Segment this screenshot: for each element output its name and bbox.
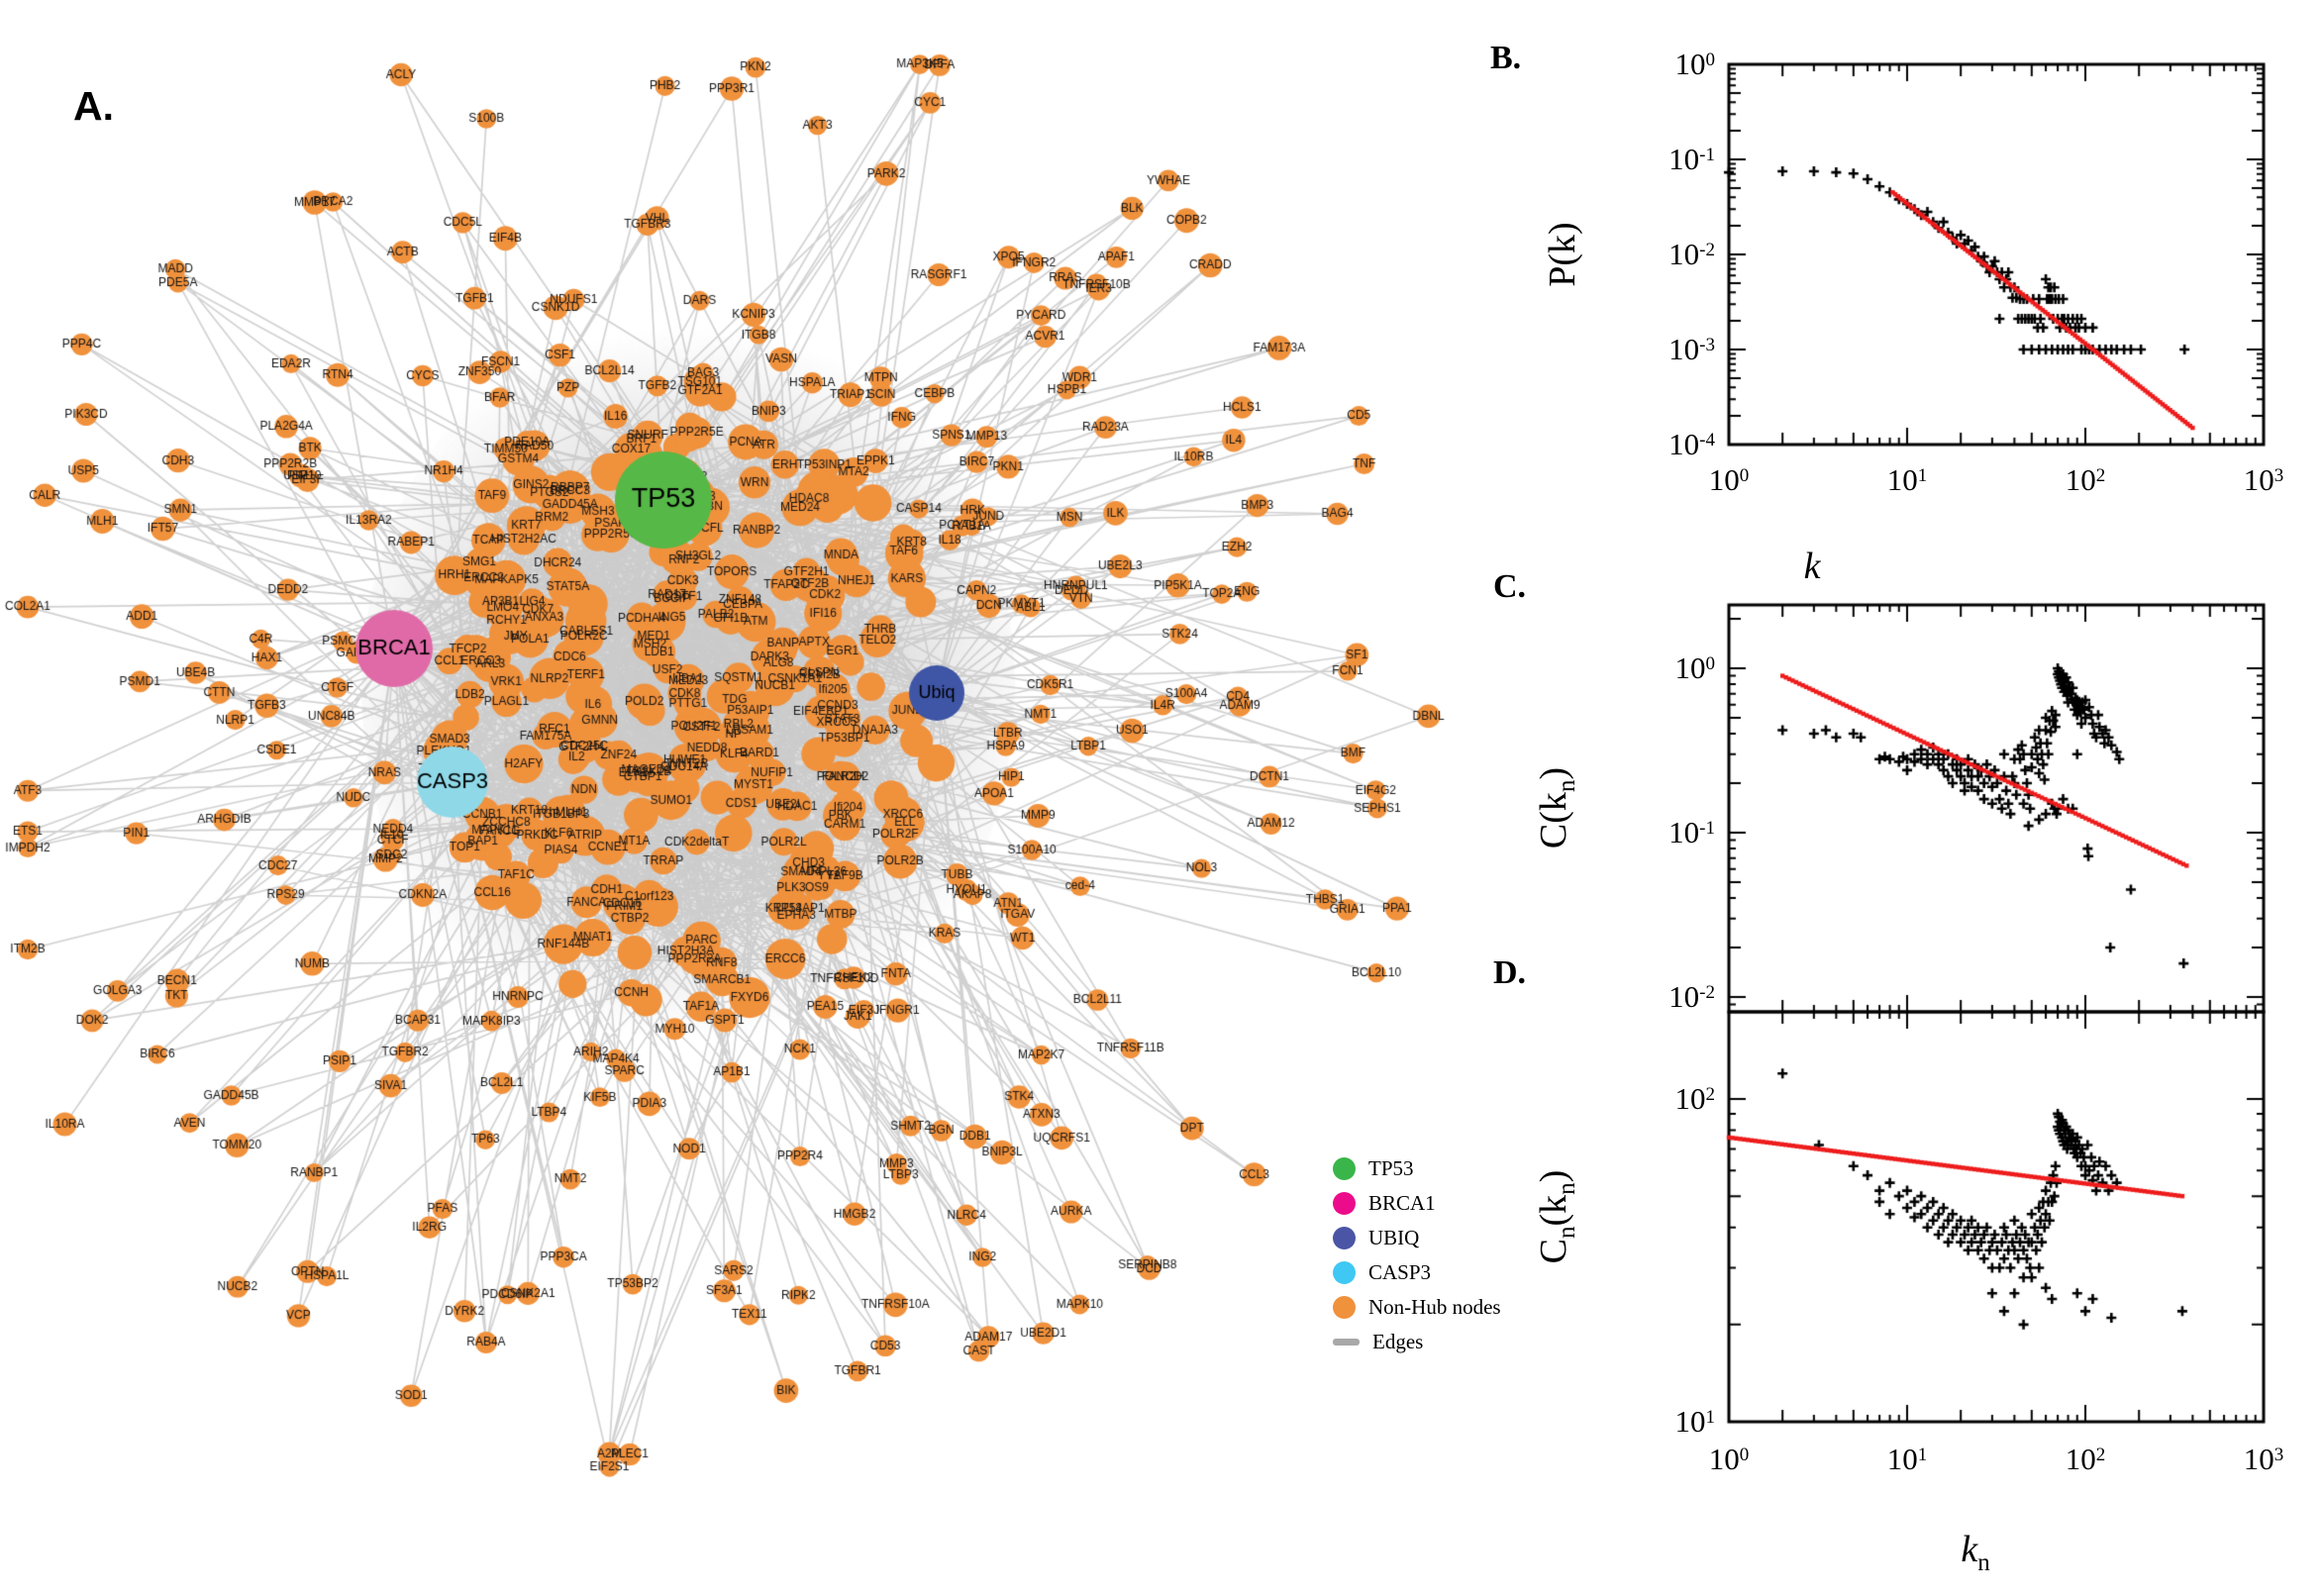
d-y-tick-label: 102: [1674, 1081, 1716, 1116]
edge-swatch-icon: [1333, 1339, 1360, 1346]
c-y-axis-label: C(kn): [1533, 766, 1580, 849]
node-swatch-icon: [1333, 1296, 1356, 1319]
node-swatch-icon: [1333, 1227, 1356, 1249]
c-y-tick-label: 100: [1674, 650, 1716, 685]
legend-item: UBIQ: [1333, 1226, 1501, 1250]
panel-label-b: B.: [1490, 40, 1522, 76]
b-x-tick-label: 100: [1708, 462, 1750, 497]
legend-item: BRCA1: [1333, 1191, 1501, 1216]
c-y-tick-label: 10-2: [1668, 979, 1715, 1014]
d-y-axis-label: Cn(kn): [1533, 1169, 1580, 1264]
b-x-axis-label: k: [1803, 546, 1821, 587]
d-x-tick-label: 103: [2243, 1442, 2284, 1476]
legend: TP53 BRCA1 UBIQ CASP3 Non-Hub nodes Edges: [1333, 1156, 1501, 1354]
node-swatch-icon: [1333, 1261, 1356, 1284]
panel-label-d: D.: [1493, 954, 1527, 991]
legend-label: UBIQ: [1368, 1226, 1420, 1249]
d-y-tick-label: 101: [1674, 1404, 1716, 1439]
legend-label: CASP3: [1368, 1260, 1432, 1284]
legend-item: Non-Hub nodes: [1333, 1295, 1501, 1320]
legend-label: Edges: [1372, 1330, 1424, 1353]
legend-item: TP53: [1333, 1156, 1501, 1181]
b-y-tick-label: 10-4: [1668, 427, 1715, 461]
b-y-tick-label: 10-3: [1668, 332, 1715, 366]
node-swatch-icon: [1333, 1192, 1356, 1215]
d-x-tick-label: 101: [1886, 1442, 1928, 1476]
b-x-tick-label: 103: [2243, 462, 2284, 497]
b-y-tick-label: 10-2: [1668, 237, 1715, 271]
b-x-tick-label: 102: [2065, 462, 2106, 497]
d-x-axis-label: kn: [1961, 1529, 1990, 1576]
panel-label-a: A.: [73, 83, 114, 129]
c-y-tick-label: 10-1: [1668, 815, 1715, 849]
panel-label-c: C.: [1493, 568, 1527, 605]
legend-label: BRCA1: [1368, 1191, 1436, 1215]
legend-item: Edges: [1333, 1330, 1501, 1354]
b-y-tick-label: 10-1: [1668, 142, 1715, 176]
b-y-tick-label: 100: [1674, 47, 1716, 81]
legend-item: CASP3: [1333, 1260, 1501, 1285]
b-x-tick-label: 101: [1886, 462, 1928, 497]
d-x-tick-label: 102: [2065, 1442, 2106, 1476]
legend-label: Non-Hub nodes: [1368, 1295, 1501, 1319]
node-swatch-icon: [1333, 1157, 1356, 1180]
d-x-tick-label: 100: [1708, 1442, 1750, 1476]
b-y-axis-label: P(k): [1542, 222, 1583, 287]
legend-label: TP53: [1368, 1156, 1414, 1180]
